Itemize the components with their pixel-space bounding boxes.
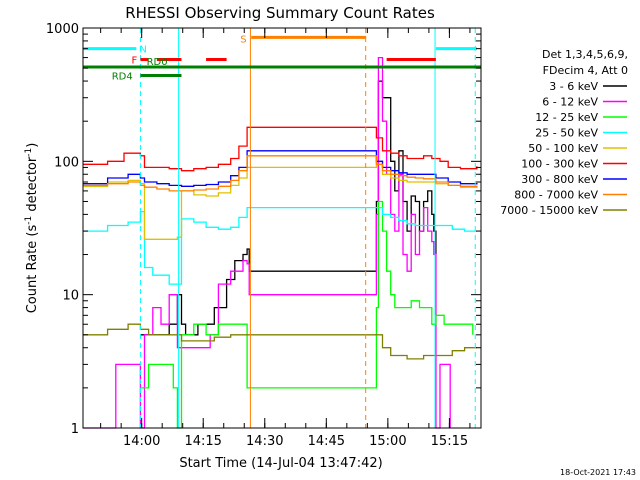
series-line-7 [83,155,478,192]
flag-bars: NF S RD0 RD4 [83,34,481,83]
plot-frame [82,27,482,429]
series-line-4 [83,160,478,240]
footer-timestamp: 18-Oct-2021 17:43 [560,468,636,477]
legend: Det 1,3,4,5,6,9, FDecim 4, Att 0 3 - 6 k… [500,48,628,217]
flag-label-rd0: RD0 [147,57,168,68]
legend-label-1: 6 - 12 keV [542,96,598,109]
x-tick-label-2: 14:30 [246,434,283,449]
legend-label-2: 12 - 25 keV [535,111,598,124]
y-tick-label-1: 10 [62,289,79,304]
series-line-1 [83,56,451,429]
x-tick-label-3: 14:45 [308,434,345,449]
series-line-3 [83,206,477,285]
legend-label-0: 3 - 6 keV [549,80,598,93]
x-tick-label-4: 15:00 [369,434,406,449]
flag-label-s: S [240,34,246,45]
y-tick-label-0: 1 [71,422,79,437]
x-tick-label-5: 15:15 [431,434,468,449]
legend-header-1: Det 1,3,4,5,6,9, [542,48,628,61]
legend-label-4: 50 - 100 keV [528,142,598,155]
legend-header-2: FDecim 4, Att 0 [543,64,628,77]
legend-label-5: 100 - 300 keV [521,158,598,171]
flag-label-n: N [139,45,146,56]
flag-label-f: F [131,56,137,67]
vertical-markers [139,28,476,428]
axes: 14:00 14:15 14:30 14:45 15:00 15:15 1 10 100 1000 [46,22,481,449]
x-tick-label-1: 14:15 [184,434,221,449]
legend-label-6: 300 - 800 keV [521,173,598,186]
flag-label-rd4: RD4 [112,72,133,83]
chart-title: RHESSI Observing Summary Count Rates [125,4,435,22]
y-tick-label-3: 1000 [46,22,79,37]
legend-label-7: 800 - 7000 keV [514,189,598,202]
y-tick-label-2: 100 [54,155,79,170]
legend-label-3: 25 - 50 keV [535,127,598,140]
legend-label-8: 7000 - 15000 keV [500,204,598,217]
x-axis-label: Start Time (14-Jul-04 13:47:42) [179,456,382,471]
y-axis-label: Count Rate (s-1 detector-1) [24,143,40,314]
x-tick-label-0: 14:00 [123,434,160,449]
series-line-5 [83,126,478,172]
